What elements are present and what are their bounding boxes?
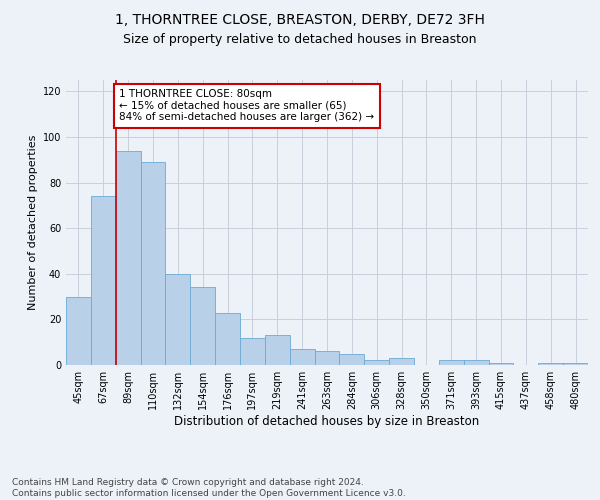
Bar — [364, 360, 389, 365]
Text: Contains HM Land Registry data © Crown copyright and database right 2024.
Contai: Contains HM Land Registry data © Crown c… — [12, 478, 406, 498]
Bar — [116, 150, 140, 365]
Bar — [215, 312, 240, 365]
Bar — [290, 349, 314, 365]
Bar — [538, 362, 563, 365]
Bar — [166, 274, 190, 365]
Bar — [66, 296, 91, 365]
Text: 1 THORNTREE CLOSE: 80sqm
← 15% of detached houses are smaller (65)
84% of semi-d: 1 THORNTREE CLOSE: 80sqm ← 15% of detach… — [119, 89, 374, 122]
Bar — [240, 338, 265, 365]
Y-axis label: Number of detached properties: Number of detached properties — [28, 135, 38, 310]
Bar — [190, 288, 215, 365]
Bar — [439, 360, 464, 365]
Bar — [265, 336, 290, 365]
X-axis label: Distribution of detached houses by size in Breaston: Distribution of detached houses by size … — [175, 414, 479, 428]
Bar — [563, 362, 588, 365]
Text: Size of property relative to detached houses in Breaston: Size of property relative to detached ho… — [123, 32, 477, 46]
Bar — [314, 352, 340, 365]
Bar — [340, 354, 364, 365]
Bar — [389, 358, 414, 365]
Text: 1, THORNTREE CLOSE, BREASTON, DERBY, DE72 3FH: 1, THORNTREE CLOSE, BREASTON, DERBY, DE7… — [115, 12, 485, 26]
Bar — [140, 162, 166, 365]
Bar — [91, 196, 116, 365]
Bar — [464, 360, 488, 365]
Bar — [488, 362, 514, 365]
